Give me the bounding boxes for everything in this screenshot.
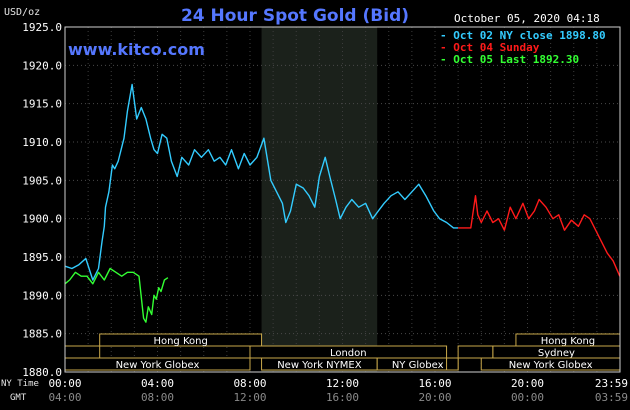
plot-frame — [64, 26, 621, 373]
y-tick-label: 1910.0 — [22, 136, 62, 149]
x-tick-gmt-label: 00:00 — [511, 391, 544, 404]
x-tick-gmt-label: 16:00 — [326, 391, 359, 404]
y-tick-label: 1925.0 — [22, 21, 62, 34]
session-label: London — [330, 348, 367, 359]
y-tick-label: 1915.0 — [22, 98, 62, 111]
y-tick-label: 1895.0 — [22, 251, 62, 264]
x-tick-ny-label: 16:00 — [418, 377, 451, 390]
session-label: New York Globex — [509, 360, 593, 371]
y-tick-label: 1885.0 — [22, 328, 62, 341]
session-label: New York Globex — [116, 360, 200, 371]
x-tick-gmt-label: 04:00 — [48, 391, 81, 404]
watermark: www.kitco.com — [68, 40, 205, 59]
x-tick-gmt-label: 12:00 — [233, 391, 266, 404]
y-tick-label: 1900.0 — [22, 213, 62, 226]
x-tick-ny-label: 23:59 — [595, 377, 628, 390]
gmt-label: GMT — [10, 393, 27, 403]
session-label: Hong Kong — [541, 336, 595, 347]
x-tick-gmt-label: 08:00 — [141, 391, 174, 404]
session-label: NY Globex — [392, 360, 444, 371]
x-tick-ny-label: 08:00 — [233, 377, 266, 390]
session-connector — [64, 345, 101, 359]
y-tick-label: 1905.0 — [22, 174, 62, 187]
x-tick-ny-label: 04:00 — [141, 377, 174, 390]
series-line — [64, 267, 169, 323]
unit-label: USD/oz — [4, 7, 40, 18]
x-tick-gmt-label: 03:59 — [595, 391, 628, 404]
x-tick-ny-label: 20:00 — [511, 377, 544, 390]
legend-ny-close: - Oct 02 NY close 1898.80 — [440, 29, 606, 42]
session-box — [99, 333, 263, 347]
x-tick-gmt-label: 20:00 — [418, 391, 451, 404]
date-time: October 05, 2020 04:18 — [454, 12, 600, 25]
series-line — [458, 194, 621, 277]
session-connector — [457, 345, 494, 359]
session-label: New York NYMEX — [277, 360, 362, 371]
y-tick-label: 1880.0 — [22, 366, 62, 379]
ny-time-label: NY Time — [1, 379, 39, 389]
y-tick-label: 1920.0 — [22, 59, 62, 72]
session-label: Sydney — [538, 348, 575, 359]
legend-sunday: - Oct 04 Sunday — [440, 41, 540, 54]
session-connector — [446, 357, 459, 371]
x-tick-ny-label: 00:00 — [48, 377, 81, 390]
series-line — [64, 83, 459, 281]
chart-title: 24 Hour Spot Gold (Bid) — [181, 6, 409, 26]
y-tick-label: 1890.0 — [22, 289, 62, 302]
legend-last: - Oct 05 Last 1892.30 — [440, 53, 579, 66]
x-tick-ny-label: 12:00 — [326, 377, 359, 390]
session-label: Hong Kong — [153, 336, 207, 347]
